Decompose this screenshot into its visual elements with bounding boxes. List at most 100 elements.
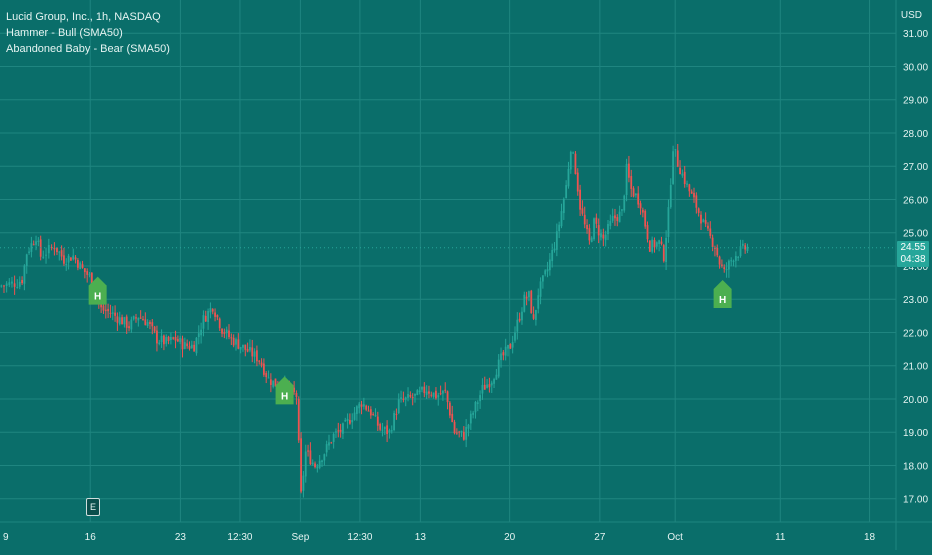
candle-body — [625, 163, 628, 196]
candle-body — [344, 420, 347, 422]
candle-body — [225, 329, 228, 334]
candle-body — [23, 265, 26, 284]
candle-body — [223, 332, 226, 334]
candle-body — [746, 246, 749, 251]
candle-body — [342, 423, 344, 434]
candle-body — [214, 312, 216, 317]
y-tick-label: 24.00 — [903, 262, 928, 273]
candle-body — [555, 231, 558, 250]
candle-body — [407, 394, 409, 398]
candle-body — [495, 374, 498, 380]
candle-body — [167, 336, 170, 341]
candle-body — [372, 413, 375, 415]
candle-body — [541, 275, 544, 282]
candle-body — [204, 315, 207, 322]
candle-body — [607, 223, 609, 235]
candle-body — [665, 237, 668, 263]
candle-body — [128, 326, 130, 329]
candle-body — [237, 339, 240, 349]
candle-body — [13, 283, 16, 287]
candle-body — [660, 241, 663, 244]
candle-body — [369, 409, 372, 416]
candle-body — [70, 257, 72, 261]
candle-body — [458, 431, 461, 433]
candle-body — [535, 309, 537, 320]
candle-body — [116, 316, 119, 323]
candle-body — [630, 176, 633, 189]
candle-body — [88, 274, 91, 276]
candle-body — [228, 330, 230, 338]
x-tick-label: 9 — [3, 532, 9, 543]
candle-body — [395, 413, 398, 415]
candle-body — [67, 255, 70, 263]
candle-body — [25, 254, 28, 267]
candle-body — [702, 219, 705, 223]
candle-body — [258, 360, 261, 362]
candle-body — [525, 296, 528, 299]
candle-body — [325, 444, 328, 453]
candle-body — [295, 392, 298, 397]
candle-body — [653, 239, 656, 248]
hammer-marker — [88, 276, 107, 305]
candle-body — [725, 269, 728, 271]
candle-body — [123, 317, 126, 325]
candle-body — [730, 260, 733, 262]
x-tick-label: 27 — [594, 532, 606, 543]
candle-body — [216, 315, 219, 318]
candle-body — [314, 463, 316, 468]
y-tick-label: 23.00 — [903, 295, 928, 306]
candle-body — [200, 329, 203, 336]
candle-body — [132, 316, 135, 320]
candle-body — [523, 294, 526, 312]
candle-body — [335, 431, 337, 433]
candle-body — [45, 254, 47, 256]
candle-body — [81, 264, 84, 268]
candle-body — [235, 339, 237, 345]
x-tick-label: 11 — [775, 532, 786, 543]
candle-body — [509, 344, 512, 349]
x-tick-label: Sep — [291, 532, 309, 543]
candle-body — [583, 214, 586, 225]
indicator-abandoned-baby-bear[interactable]: Abandoned Baby - Bear (SMA50) — [6, 43, 170, 55]
candle-body — [90, 272, 93, 285]
candle-body — [0, 285, 3, 287]
candle-body — [465, 426, 468, 440]
candle-body — [539, 281, 542, 297]
y-tick-label: 18.00 — [903, 461, 928, 472]
candle-body — [741, 243, 744, 246]
candle-body — [686, 183, 688, 185]
candle-body — [697, 208, 700, 213]
candle-body — [714, 247, 716, 249]
candle-body — [588, 228, 591, 241]
candle-body — [641, 209, 644, 213]
candle-body — [163, 335, 165, 345]
candle-body — [709, 228, 712, 236]
candle-body — [397, 399, 400, 414]
candle-body — [221, 328, 223, 334]
candle-body — [416, 390, 419, 396]
candle-body — [614, 215, 616, 219]
earnings-event-badge[interactable]: E — [86, 498, 100, 516]
candle-body — [16, 287, 19, 289]
candle-body — [104, 309, 107, 311]
candle-body — [32, 244, 35, 246]
candle-body — [581, 208, 584, 214]
candle-body — [367, 410, 370, 412]
currency-label[interactable]: USD — [900, 10, 922, 21]
candle-body — [239, 346, 242, 350]
candle-body — [149, 322, 151, 324]
candle-body — [695, 195, 698, 208]
candle-body — [667, 207, 670, 238]
candle-body — [704, 220, 707, 224]
candle-body — [500, 353, 502, 361]
candle-body — [349, 420, 351, 424]
indicator-hammer-bull[interactable]: Hammer - Bull (SMA50) — [6, 27, 123, 39]
candle-body — [374, 415, 377, 417]
candle-body — [302, 475, 305, 491]
x-tick-label: 16 — [85, 532, 97, 543]
symbol-title[interactable]: Lucid Group, Inc., 1h, NASDAQ — [6, 11, 161, 23]
candle-body — [56, 247, 58, 253]
candle-body — [388, 430, 391, 433]
